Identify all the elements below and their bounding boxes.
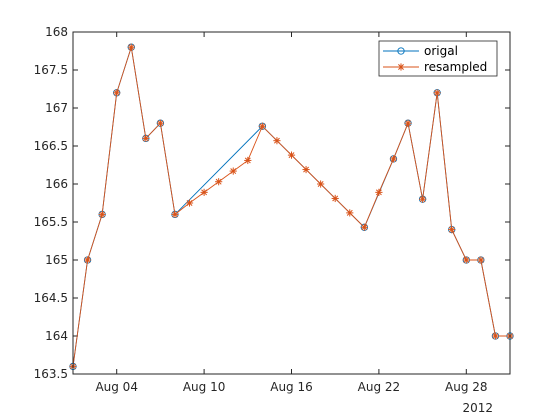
series-point-resampled (113, 89, 121, 97)
x-axis-year-label: 2012 (462, 401, 493, 415)
series-point-resampled (200, 188, 208, 196)
series-point-resampled (448, 226, 456, 234)
y-tick-label: 164 (45, 329, 68, 343)
plot-area (73, 32, 510, 374)
series-point-resampled (317, 180, 325, 188)
y-tick-label: 164.5 (34, 291, 68, 305)
x-axis: Aug 04 Aug 10 Aug 16 Aug 22 Aug 28 (95, 32, 488, 394)
series-point-resampled (375, 188, 383, 196)
series-point-resampled (215, 178, 223, 186)
y-tick-label: 163.5 (34, 367, 68, 381)
series-point-resampled (331, 194, 339, 203)
series-point-resampled (433, 89, 441, 97)
legend-marker (397, 47, 405, 55)
series-point-resampled (229, 167, 237, 175)
x-tick-label: Aug 16 (270, 380, 313, 394)
legend-box (378, 40, 498, 77)
y-tick-label: 167.5 (34, 63, 68, 77)
y-tick-label: 165.5 (34, 215, 68, 229)
legend-label: origal (424, 44, 458, 58)
x-tick-label: Aug 28 (445, 380, 488, 394)
series-point-resampled (156, 119, 164, 127)
y-tick-label: 166.5 (34, 139, 68, 153)
series-point-resampled (389, 155, 398, 163)
series-point-resampled (404, 119, 412, 127)
series-point-resampled (360, 223, 368, 231)
series-point-resampled (491, 332, 500, 340)
series-point-resampled (185, 199, 194, 207)
series-point-resampled (244, 156, 252, 165)
series-point-resampled (83, 256, 92, 264)
y-tick-label: 166 (45, 177, 68, 191)
series-point-resampled (419, 195, 427, 203)
y-axis: 163.5 164 164.5 165 165.5 166 166.5 167 167.5 168 (34, 25, 510, 381)
legend: origal resampled (378, 40, 498, 77)
legend-marker (397, 63, 405, 71)
series-point-resampled (258, 122, 266, 130)
series-point-resampled (477, 256, 485, 264)
series-layer (69, 43, 514, 371)
series-point-resampled (171, 210, 179, 218)
series-point-resampled (346, 209, 354, 217)
y-tick-label: 165 (45, 253, 68, 267)
series-point-resampled (462, 256, 470, 264)
legend-label: resampled (424, 60, 487, 74)
x-tick-label: Aug 04 (95, 380, 138, 394)
y-tick-label: 167 (45, 101, 68, 115)
series-point-resampled (127, 43, 135, 51)
series-point-resampled (302, 165, 310, 174)
x-tick-label: Aug 10 (183, 380, 226, 394)
series-point-resampled (273, 137, 281, 145)
series-point-resampled (98, 210, 106, 218)
plot-frame (72, 31, 511, 375)
x-tick-label: Aug 22 (358, 380, 401, 394)
series-point-resampled (287, 151, 296, 159)
y-tick-label: 168 (45, 25, 68, 39)
series-point-resampled (142, 134, 150, 142)
